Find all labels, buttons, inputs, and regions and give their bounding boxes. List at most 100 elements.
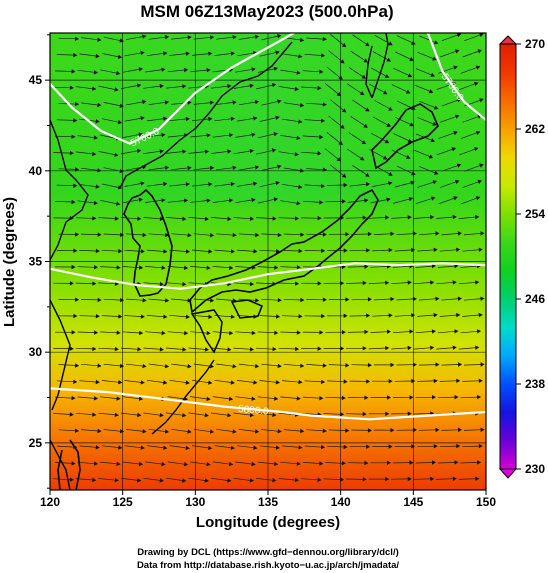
- wind-streamline: [415, 265, 434, 268]
- wind-arrow-head: [385, 280, 390, 285]
- wind-arrow-head: [119, 103, 124, 108]
- wind-arrow-head: [69, 477, 74, 482]
- wind-streamline: [417, 249, 435, 252]
- wind-streamline: [146, 379, 165, 383]
- wind-streamline: [371, 67, 387, 77]
- wind-arrow-head: [164, 364, 170, 369]
- wind-streamline: [238, 36, 257, 40]
- wind-streamline: [301, 151, 319, 154]
- wind-arrow-head: [184, 198, 189, 203]
- wind-streamline: [256, 412, 274, 416]
- wind-arrow-head: [274, 265, 279, 270]
- wind-streamline: [458, 347, 477, 350]
- wind-arrow-head: [71, 461, 76, 466]
- colorbar-tick-label: 262: [525, 122, 545, 136]
- wind-streamline: [255, 347, 274, 350]
- colorbar: 230 238 246 254 262 270: [498, 35, 545, 479]
- wind-streamline: [281, 250, 300, 252]
- wind-arrow-head: [208, 182, 213, 187]
- wind-arrow-head: [475, 345, 480, 350]
- wind-streamline: [396, 298, 415, 301]
- wind-streamline: [124, 52, 142, 57]
- wind-streamline: [347, 331, 366, 333]
- wind-arrow-head: [277, 298, 282, 303]
- wind-arrow-head: [317, 151, 322, 156]
- wind-arrow-head: [230, 116, 235, 121]
- wind-arrow-head: [97, 232, 102, 237]
- wind-arrow-head: [452, 476, 457, 481]
- wind-arrow-head: [405, 154, 411, 159]
- wind-arrow-head: [95, 379, 100, 385]
- wind-arrow-head: [430, 72, 435, 77]
- wind-streamline: [212, 396, 231, 400]
- wind-streamline: [280, 396, 298, 399]
- wind-arrow-head: [317, 346, 322, 351]
- wind-arrow-head: [210, 298, 215, 303]
- wind-streamline: [349, 183, 368, 187]
- wind-arrow-head: [251, 197, 256, 203]
- wind-streamline: [370, 199, 388, 204]
- wind-streamline: [261, 429, 279, 432]
- wind-arrow-head: [300, 363, 305, 368]
- wind-arrow-head: [274, 396, 279, 401]
- wind-arrow-head: [296, 265, 301, 270]
- wind-streamline: [146, 118, 165, 122]
- wind-streamline: [148, 428, 167, 432]
- wind-streamline: [54, 201, 73, 203]
- wind-streamline: [347, 266, 366, 268]
- wind-arrow-head: [319, 69, 324, 74]
- wind-streamline: [191, 314, 210, 318]
- wind-arrow-head: [359, 91, 365, 96]
- wind-arrow-head: [139, 330, 144, 336]
- wind-arrow-head: [340, 477, 345, 482]
- wind-arrow-head: [430, 476, 435, 481]
- wind-streamline: [171, 363, 189, 367]
- wind-streamline: [278, 347, 297, 350]
- wind-arrow-head: [362, 280, 367, 286]
- wind-streamline: [188, 477, 206, 481]
- wind-streamline: [79, 250, 97, 252]
- wind-arrow-head: [341, 395, 346, 401]
- wind-arrow-head: [475, 476, 480, 481]
- wind-streamline: [256, 149, 274, 155]
- wind-streamline: [77, 461, 96, 465]
- wind-arrow-head: [277, 429, 282, 434]
- wind-arrow-head: [204, 478, 209, 483]
- wind-arrow-head: [365, 172, 370, 177]
- wind-arrow-head: [71, 134, 76, 139]
- wind-arrow-head: [477, 49, 482, 54]
- wind-streamline: [77, 266, 96, 268]
- wind-arrow-head: [114, 152, 119, 157]
- wind-streamline: [193, 36, 212, 40]
- wind-streamline: [374, 165, 391, 175]
- wind-streamline: [417, 117, 435, 125]
- wind-streamline: [167, 396, 186, 400]
- wind-arrow-head: [272, 478, 277, 483]
- wind-streamline: [323, 478, 342, 480]
- wind-streamline: [462, 314, 480, 317]
- wind-arrow-head: [94, 265, 99, 270]
- wind-streamline: [56, 184, 75, 187]
- wind-arrow-head: [73, 183, 78, 188]
- wind-arrow-head: [254, 34, 260, 39]
- wind-streamline: [396, 165, 414, 175]
- wind-arrow-head: [227, 413, 232, 418]
- wind-arrow-head: [163, 181, 168, 187]
- wind-streamline: [146, 52, 165, 56]
- wind-streamline: [441, 364, 460, 366]
- wind-arrow-head: [92, 346, 97, 352]
- wind-arrow-head: [204, 149, 209, 154]
- wind-arrow-head: [340, 215, 345, 221]
- wind-arrow-head: [407, 280, 412, 285]
- wind-arrow-head: [255, 232, 260, 238]
- wind-streamline: [193, 363, 212, 367]
- wind-arrow-head: [142, 363, 147, 369]
- wind-arrow-head: [119, 363, 125, 369]
- wind-arrow-head: [117, 185, 123, 190]
- wind-arrow-head: [407, 476, 412, 482]
- wind-streamline: [463, 232, 482, 236]
- wind-arrow-head: [319, 134, 324, 140]
- wind-arrow-head: [163, 445, 168, 450]
- wind-streamline: [458, 216, 477, 219]
